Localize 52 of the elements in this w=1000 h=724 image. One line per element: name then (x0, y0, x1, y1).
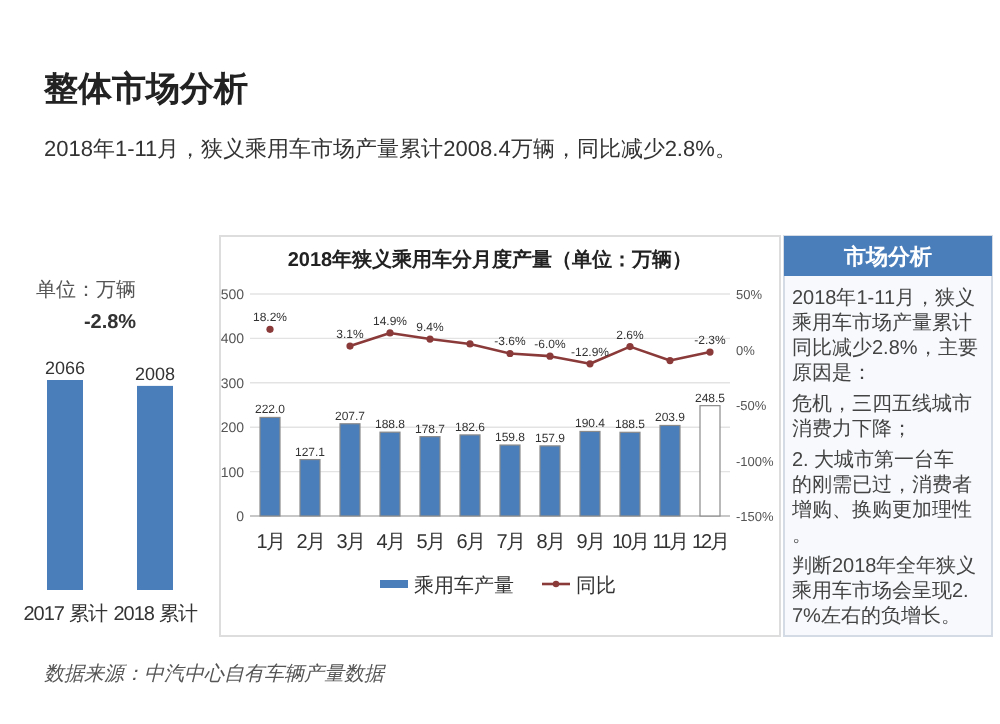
source-note: 数据来源：中汽中心自有车辆产量数据 (44, 662, 386, 686)
bar (339, 423, 361, 517)
bar (699, 405, 721, 517)
bar (419, 436, 441, 517)
bar (459, 434, 481, 517)
x-tick-label: 8月 (536, 532, 564, 554)
bar (539, 445, 561, 517)
point (546, 352, 554, 360)
x-tick-label: 2月 (296, 532, 324, 554)
bar (379, 431, 401, 517)
point (466, 340, 474, 348)
bar (579, 430, 601, 517)
point (666, 357, 674, 365)
bar (499, 444, 521, 517)
x-tick-label: 2017 累计 (23, 602, 108, 626)
x-tick-label: 12月 (691, 532, 729, 554)
x-tick-label: 11月 (652, 532, 688, 554)
text: -2.8% (83, 312, 137, 334)
bar (619, 431, 641, 517)
x-tick-label: 3月 (336, 532, 364, 554)
text: 2018年1-11月，狭义乘用车市场产量累计2008.4万辆，同比减少2.8%。 (44, 136, 737, 162)
point (426, 335, 434, 343)
text: 危机，三四五线城市消费力下降； (792, 392, 972, 441)
x-tick-label: 9月 (576, 532, 604, 554)
x-tick-label: 10月 (611, 532, 649, 554)
bar (299, 458, 321, 517)
point (346, 342, 354, 350)
x-tick-label: 2018 累计 (113, 602, 198, 626)
bar (259, 416, 281, 517)
text: 市场分析 (842, 244, 932, 270)
x-tick-label: 5月 (416, 532, 444, 554)
point (706, 348, 714, 356)
data-label: 2066 (44, 358, 86, 378)
x-tick-label: 4月 (376, 532, 404, 554)
point (386, 329, 394, 337)
point (266, 325, 274, 333)
chart-title: 2018年狭义乘用车分月度产量（单位：万辆） (287, 248, 693, 272)
x-tick-label: 7月 (496, 532, 524, 554)
text: 单位：万辆 (36, 278, 136, 302)
x-tick-label: 1月 (256, 532, 284, 554)
chart-title: 整体市场分析 (42, 70, 248, 108)
point (586, 360, 594, 368)
legend-label: 同比 (576, 574, 616, 598)
point (506, 349, 514, 358)
text: 2018年1-11月，狭义乘用车市场产量累计同比减少2.8%，主要原因是： (792, 286, 978, 385)
legend-label: 乘用车产量 (414, 574, 514, 598)
data-label: 2008 (134, 363, 176, 384)
point (626, 343, 634, 351)
x-tick-label: 6月 (456, 532, 484, 554)
text: 2. 大城市第一台车的刚需已过，消费者增购、换购更加理性。 (790, 448, 972, 547)
bar (659, 424, 681, 517)
text: 判断2018年全年狭义乘用车市场会呈现2.7%左右的负增长。 (792, 554, 977, 628)
